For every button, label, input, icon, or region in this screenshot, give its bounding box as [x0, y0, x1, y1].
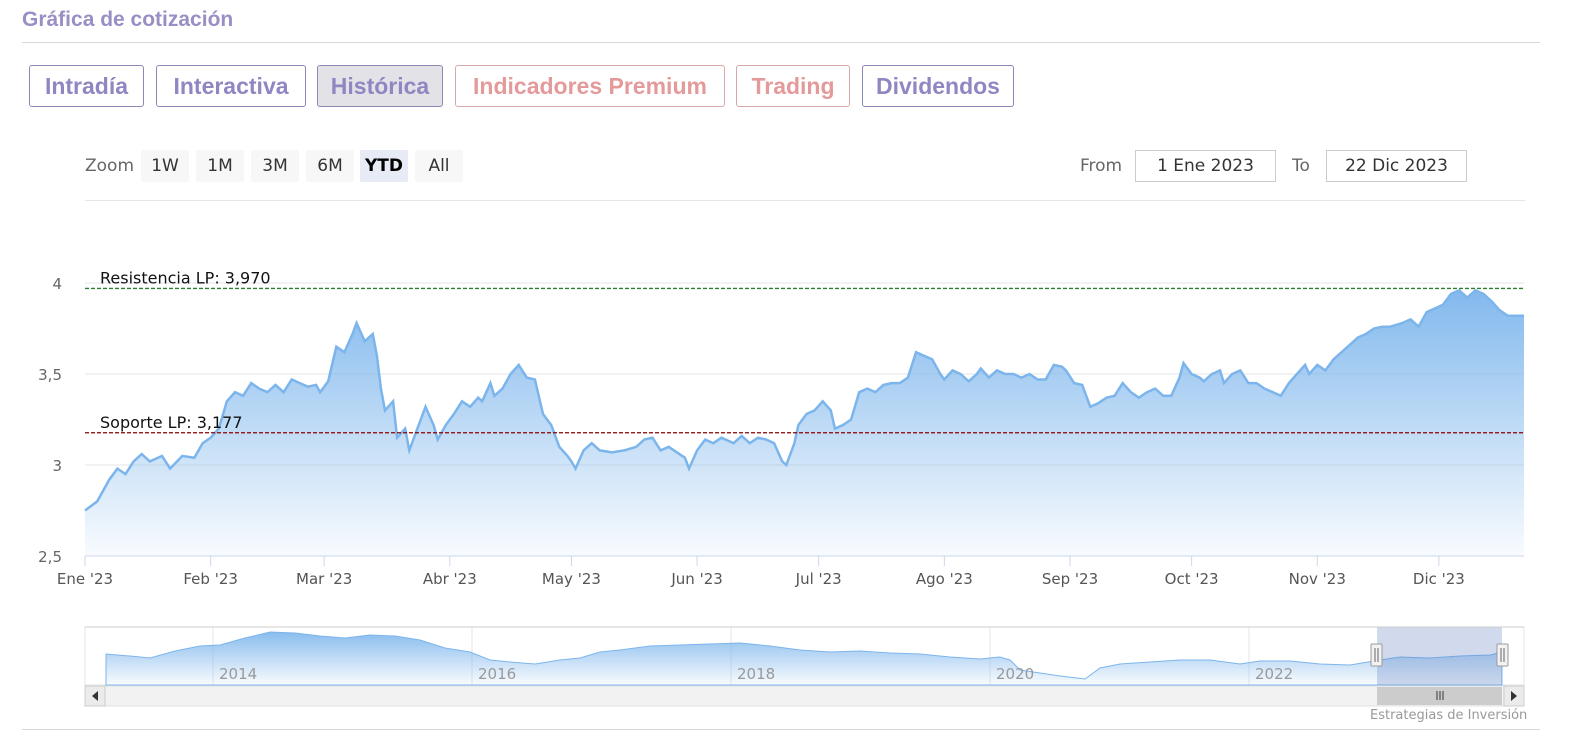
navigator-x-label: 2014	[219, 665, 257, 683]
x-tick-label: Feb '23	[183, 570, 238, 588]
arrow-left-icon	[92, 691, 98, 701]
y-tick-label: 4	[52, 275, 62, 293]
navigator-x-label: 2020	[996, 665, 1034, 683]
tab-dividendos[interactable]: Dividendos	[862, 65, 1014, 107]
y-tick-label: 3	[52, 457, 62, 475]
tab-indicadores-premium[interactable]: Indicadores Premium	[455, 65, 725, 107]
x-tick-label: Oct '23	[1165, 570, 1219, 588]
x-tick-label: Jun '23	[670, 570, 722, 588]
from-label: From	[1080, 156, 1123, 176]
price-area	[85, 290, 1524, 556]
zoom-6m-button[interactable]: 6M	[306, 150, 354, 182]
zoom-1m-button[interactable]: 1M	[196, 150, 244, 182]
tab-interactiva[interactable]: Interactiva	[156, 65, 306, 107]
navigator-x-label: 2016	[478, 665, 516, 683]
tab-trading[interactable]: Trading	[736, 65, 850, 107]
zoom-3m-button[interactable]: 3M	[251, 150, 299, 182]
x-tick-label: Abr '23	[423, 570, 477, 588]
toolbar-divider	[85, 200, 1525, 201]
x-axis: Ene '23 Feb '23 Mar '23 Abr '23 May '23 Jun '…	[57, 555, 1524, 588]
zoom-all-button[interactable]: All	[415, 150, 463, 182]
page-title: Gráfica de cotización	[22, 8, 234, 31]
zoom-label: Zoom	[85, 156, 135, 176]
x-tick-label: Jul '23	[795, 570, 842, 588]
zoom-1w-button[interactable]: 1W	[141, 150, 189, 182]
reference-line-label: Soporte LP: 3,177	[100, 413, 243, 432]
y-axis: 2,5 3 3,5 4	[38, 275, 62, 566]
tab-intradia[interactable]: Intradía	[29, 65, 144, 107]
navigator[interactable]: 2014 2016 2018 2020 2022	[84, 626, 1525, 686]
reference-lines: Resistencia LP: 3,970 Soporte LP: 3,177	[85, 268, 1524, 434]
x-tick-label: Dic '23	[1413, 570, 1465, 588]
x-tick-label: Ene '23	[57, 570, 113, 588]
tab-historica[interactable]: Histórica	[317, 65, 443, 107]
y-tick-label: 3,5	[38, 366, 62, 384]
y-tick-label: 2,5	[38, 548, 62, 566]
scrollbar-track[interactable]	[84, 685, 1525, 707]
x-tick-label: Sep '23	[1042, 570, 1098, 588]
navigator-area	[105, 631, 1503, 686]
navigator-handle-right[interactable]	[1496, 643, 1509, 667]
navigator-x-label: 2022	[1255, 665, 1293, 683]
from-date-input[interactable]: 1 Ene 2023	[1135, 150, 1276, 182]
navigator-x-labels: 2014 2016 2018 2020 2022	[219, 665, 1293, 683]
x-tick-label: Mar '23	[296, 570, 352, 588]
chart-credit[interactable]: Estrategias de Inversión	[1370, 708, 1528, 723]
zoom-ytd-button[interactable]: YTD	[360, 150, 408, 182]
title-divider	[22, 42, 1540, 43]
to-date-input[interactable]: 22 Dic 2023	[1326, 150, 1467, 182]
x-tick-label: May '23	[542, 570, 601, 588]
reference-line-label: Resistencia LP: 3,970	[100, 268, 271, 287]
navigator-handle-left[interactable]	[1370, 643, 1383, 667]
x-tick-label: Ago '23	[916, 570, 973, 588]
to-label: To	[1292, 156, 1310, 176]
navigator-x-label: 2018	[737, 665, 775, 683]
navigator-selection[interactable]	[1377, 627, 1502, 685]
bottom-divider	[22, 729, 1540, 730]
arrow-right-icon	[1511, 691, 1517, 701]
price-line	[84, 288, 1524, 512]
scrollbar[interactable]	[84, 685, 1525, 707]
x-tick-label: Nov '23	[1289, 570, 1346, 588]
